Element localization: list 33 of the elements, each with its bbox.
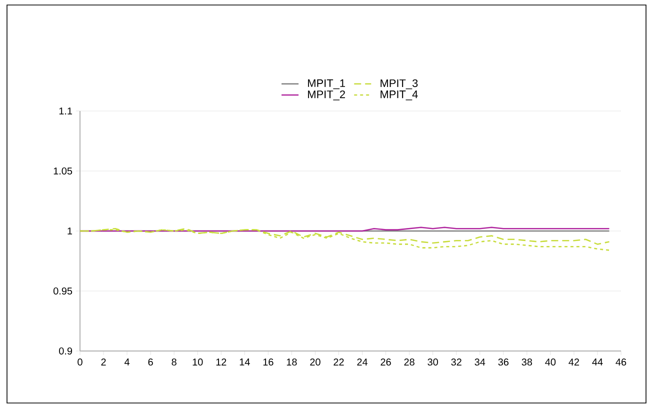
x-tick-label: 30 bbox=[428, 358, 438, 366]
x-tick-label: 0 bbox=[78, 358, 82, 366]
x-tick-label: 24 bbox=[357, 358, 368, 366]
y-tick-label: 1.1 bbox=[59, 108, 72, 114]
x-tick-label: 2 bbox=[101, 358, 106, 366]
x-tick-label: 32 bbox=[451, 358, 462, 366]
y-tick-label: 0.95 bbox=[53, 287, 72, 295]
legend-label: MPIT_1 bbox=[308, 79, 345, 90]
legend-label: MPIT_3 bbox=[380, 79, 418, 90]
x-tick-label: 22 bbox=[334, 358, 344, 366]
x-tick-label: 6 bbox=[148, 358, 153, 366]
x-tick-label: 42 bbox=[568, 358, 580, 366]
x-tick-label: 46 bbox=[616, 358, 626, 366]
x-tick-label: 18 bbox=[286, 358, 297, 366]
x-tick-label: 36 bbox=[498, 358, 509, 366]
x-tick-label: 28 bbox=[404, 358, 414, 366]
x-tick-label: 26 bbox=[380, 358, 391, 366]
x-tick-label: 10 bbox=[192, 358, 203, 366]
legend-label: MPIT_4 bbox=[380, 90, 418, 100]
x-tick-label: 12 bbox=[216, 358, 226, 366]
x-tick-label: 20 bbox=[310, 358, 320, 366]
y-tick-label: 0.9 bbox=[59, 347, 72, 355]
x-tick-label: 44 bbox=[592, 358, 603, 366]
x-tick-label: 16 bbox=[263, 358, 274, 366]
x-tick-label: 34 bbox=[474, 358, 486, 366]
x-tick-label: 14 bbox=[240, 358, 250, 366]
x-tick-label: 4 bbox=[124, 358, 130, 366]
x-tick-label: 38 bbox=[522, 358, 532, 366]
y-tick-label: 1 bbox=[68, 228, 72, 234]
y-tick-label: 1.05 bbox=[54, 167, 72, 175]
x-tick-label: 8 bbox=[172, 358, 176, 366]
legend-label: MPIT_2 bbox=[308, 90, 345, 100]
x-tick-label: 40 bbox=[545, 358, 556, 366]
